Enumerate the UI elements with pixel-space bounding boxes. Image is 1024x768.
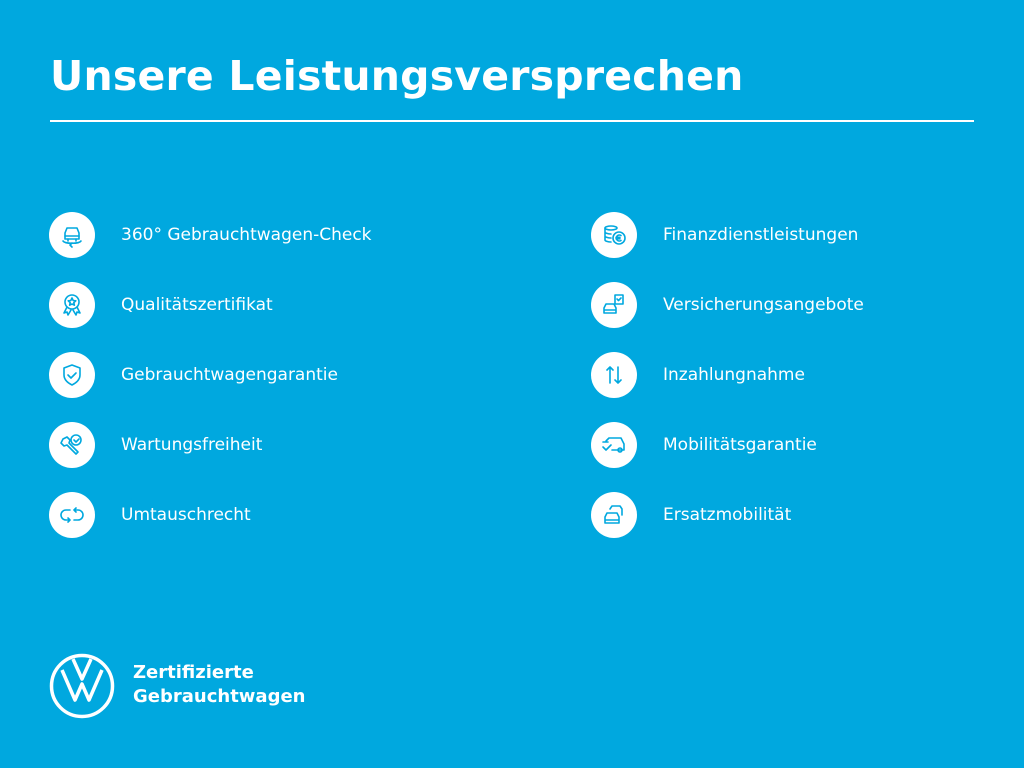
wrench-check-icon [49,422,95,468]
title-divider [50,120,974,122]
list-item: Versicherungsangebote [591,282,864,328]
car-document-icon [591,282,637,328]
list-item: Mobilitätsgarantie [591,422,864,468]
services-right-list: Finanzdienstleistungen Versicherungsange… [591,212,864,562]
list-item: Qualitätszertifikat [49,282,372,328]
list-item: Wartungsfreiheit [49,422,372,468]
services-left-list: 360° Gebrauchtwagen-Check Qualitätszerti… [49,212,372,562]
list-item: Umtauschrecht [49,492,372,538]
list-item: Ersatzmobilität [591,492,864,538]
van-check-icon [591,422,637,468]
exchange-icon [49,492,95,538]
arrows-up-down-icon [591,352,637,398]
list-item: 360° Gebrauchtwagen-Check [49,212,372,258]
page-title: Unsere Leistungsversprechen [50,52,744,100]
vw-logo [49,653,115,719]
list-item: Inzahlungnahme [591,352,864,398]
coins-euro-icon [591,212,637,258]
award-icon [49,282,95,328]
cars-icon [591,492,637,538]
car-360-icon [49,212,95,258]
brand-name: Zertifizierte Gebrauchtwagen [133,662,306,707]
list-item: Finanzdienstleistungen [591,212,864,258]
list-item: Gebrauchtwagengarantie [49,352,372,398]
shield-check-icon [49,352,95,398]
